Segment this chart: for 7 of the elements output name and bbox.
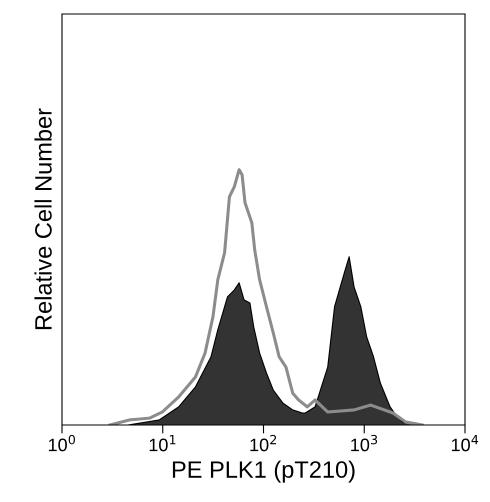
x-axis-title: PE PLK1 (pT210) <box>172 460 355 483</box>
x-tick-label: 10$^{4}$ <box>452 435 478 452</box>
x-tick-label: 10$^{3}$ <box>351 434 378 452</box>
y-axis-title: Relative Cell Number <box>34 108 52 330</box>
x-tick-label: 10$^{2}$ <box>250 434 276 452</box>
x-tick-label: 10$^{0}$ <box>48 434 76 452</box>
x-tick-label: 10$^{1}$ <box>150 435 176 452</box>
